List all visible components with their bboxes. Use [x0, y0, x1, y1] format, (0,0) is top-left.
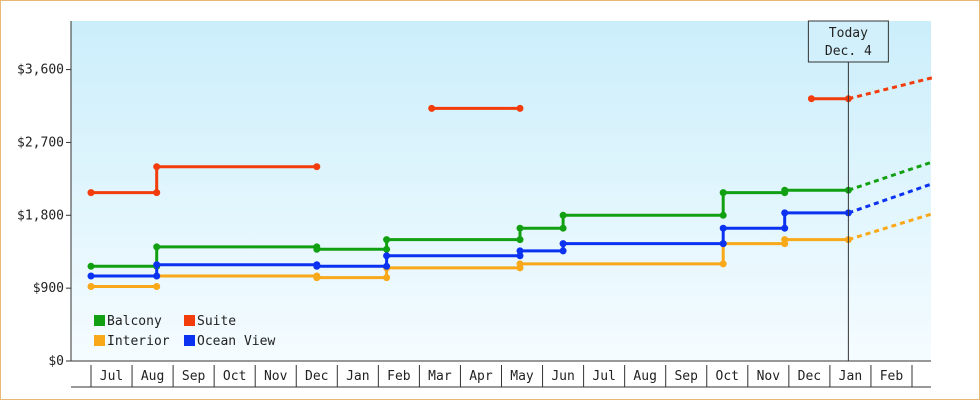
- data-point: [781, 186, 789, 194]
- x-tick-label: Feb: [387, 369, 411, 384]
- data-point: [153, 189, 161, 197]
- data-point: [559, 240, 567, 248]
- x-tick-label: Dec: [305, 369, 328, 384]
- data-point: [383, 274, 391, 282]
- data-point: [719, 189, 727, 197]
- data-point: [781, 236, 789, 244]
- data-point: [153, 243, 161, 251]
- data-point: [313, 274, 321, 282]
- data-point: [516, 252, 524, 260]
- data-point: [559, 224, 567, 232]
- data-point: [383, 262, 391, 270]
- data-point: [781, 224, 789, 232]
- data-point: [87, 189, 95, 197]
- data-point: [153, 163, 161, 171]
- x-tick-label: Oct: [223, 369, 246, 384]
- projection-line: [847, 160, 933, 192]
- legend-swatch: [184, 335, 195, 346]
- x-tick-label: Oct: [716, 369, 739, 384]
- data-point: [516, 260, 524, 268]
- series-ocean-view: [87, 182, 933, 280]
- legend-label: Interior: [107, 334, 170, 349]
- today-label: Today: [829, 26, 868, 41]
- data-point: [87, 283, 95, 290]
- x-tick-label: Mar: [428, 369, 452, 384]
- data-point: [559, 247, 567, 255]
- legend-label: Ocean View: [197, 334, 275, 349]
- data-point: [781, 209, 789, 217]
- series-suite: [87, 76, 933, 197]
- data-point: [383, 245, 391, 253]
- legend-label: Balcony: [107, 314, 162, 329]
- legend: Balcony Suite Interior Ocean View: [94, 314, 275, 349]
- x-tick-label: Sep: [182, 369, 206, 384]
- projection-line: [848, 76, 933, 101]
- y-tick-label: $3,600: [17, 63, 64, 78]
- projection-line: [847, 212, 933, 242]
- legend-swatch: [94, 315, 105, 326]
- x-tick-label: Jul: [100, 369, 123, 384]
- legend-item-ocean-view: Ocean View: [184, 334, 275, 349]
- data-point: [516, 224, 524, 232]
- data-point: [719, 224, 727, 232]
- x-tick-label: Jul: [592, 369, 615, 384]
- data-point: [807, 95, 815, 103]
- x-tick-label: Nov: [264, 369, 288, 384]
- data-point: [719, 240, 727, 248]
- series-line: [91, 188, 849, 268]
- legend-label: Suite: [197, 314, 236, 329]
- data-point: [87, 272, 95, 280]
- y-tick-label: $900: [33, 281, 64, 296]
- data-point: [313, 163, 321, 171]
- data-point: [559, 211, 567, 219]
- data-point: [87, 262, 95, 270]
- projection-line: [847, 182, 933, 215]
- y-tick-label: $2,700: [17, 135, 64, 150]
- today-box: [807, 20, 889, 63]
- series-balcony: [87, 160, 933, 270]
- x-tick-label: Aug: [633, 369, 656, 384]
- x-tick-label: Feb: [880, 369, 904, 384]
- x-tick-label: Aug: [141, 369, 164, 384]
- legend-swatch: [184, 315, 195, 326]
- y-tick-label: $1,800: [17, 208, 64, 223]
- legend-item-suite: Suite: [184, 314, 236, 329]
- data-point: [313, 262, 321, 270]
- data-point: [516, 247, 524, 255]
- data-point: [153, 272, 161, 280]
- data-point: [313, 245, 321, 253]
- legend-item-interior: Interior: [94, 334, 170, 349]
- x-tick-label: Dec: [798, 369, 821, 384]
- x-tick-label: Nov: [757, 369, 781, 384]
- data-point: [383, 252, 391, 260]
- legend-swatch: [94, 335, 105, 346]
- data-point: [383, 236, 391, 244]
- x-tick-label: May: [510, 369, 534, 384]
- data-point: [428, 104, 436, 112]
- series-line: [91, 165, 317, 195]
- legend-item-balcony: Balcony: [94, 314, 162, 329]
- data-point: [516, 104, 524, 112]
- x-tick-label: Sep: [674, 369, 698, 384]
- y-tick-label: $0: [48, 354, 64, 369]
- data-point: [153, 261, 161, 269]
- data-point: [516, 236, 524, 244]
- data-point: [719, 260, 727, 268]
- x-tick-label: Jan: [346, 369, 369, 384]
- today-date: Dec. 4: [825, 44, 872, 59]
- x-tick-label: Jan: [839, 369, 862, 384]
- data-point: [153, 283, 161, 290]
- x-tick-label: Apr: [469, 369, 493, 384]
- data-point: [719, 211, 727, 219]
- x-tick-label: Jun: [551, 369, 574, 384]
